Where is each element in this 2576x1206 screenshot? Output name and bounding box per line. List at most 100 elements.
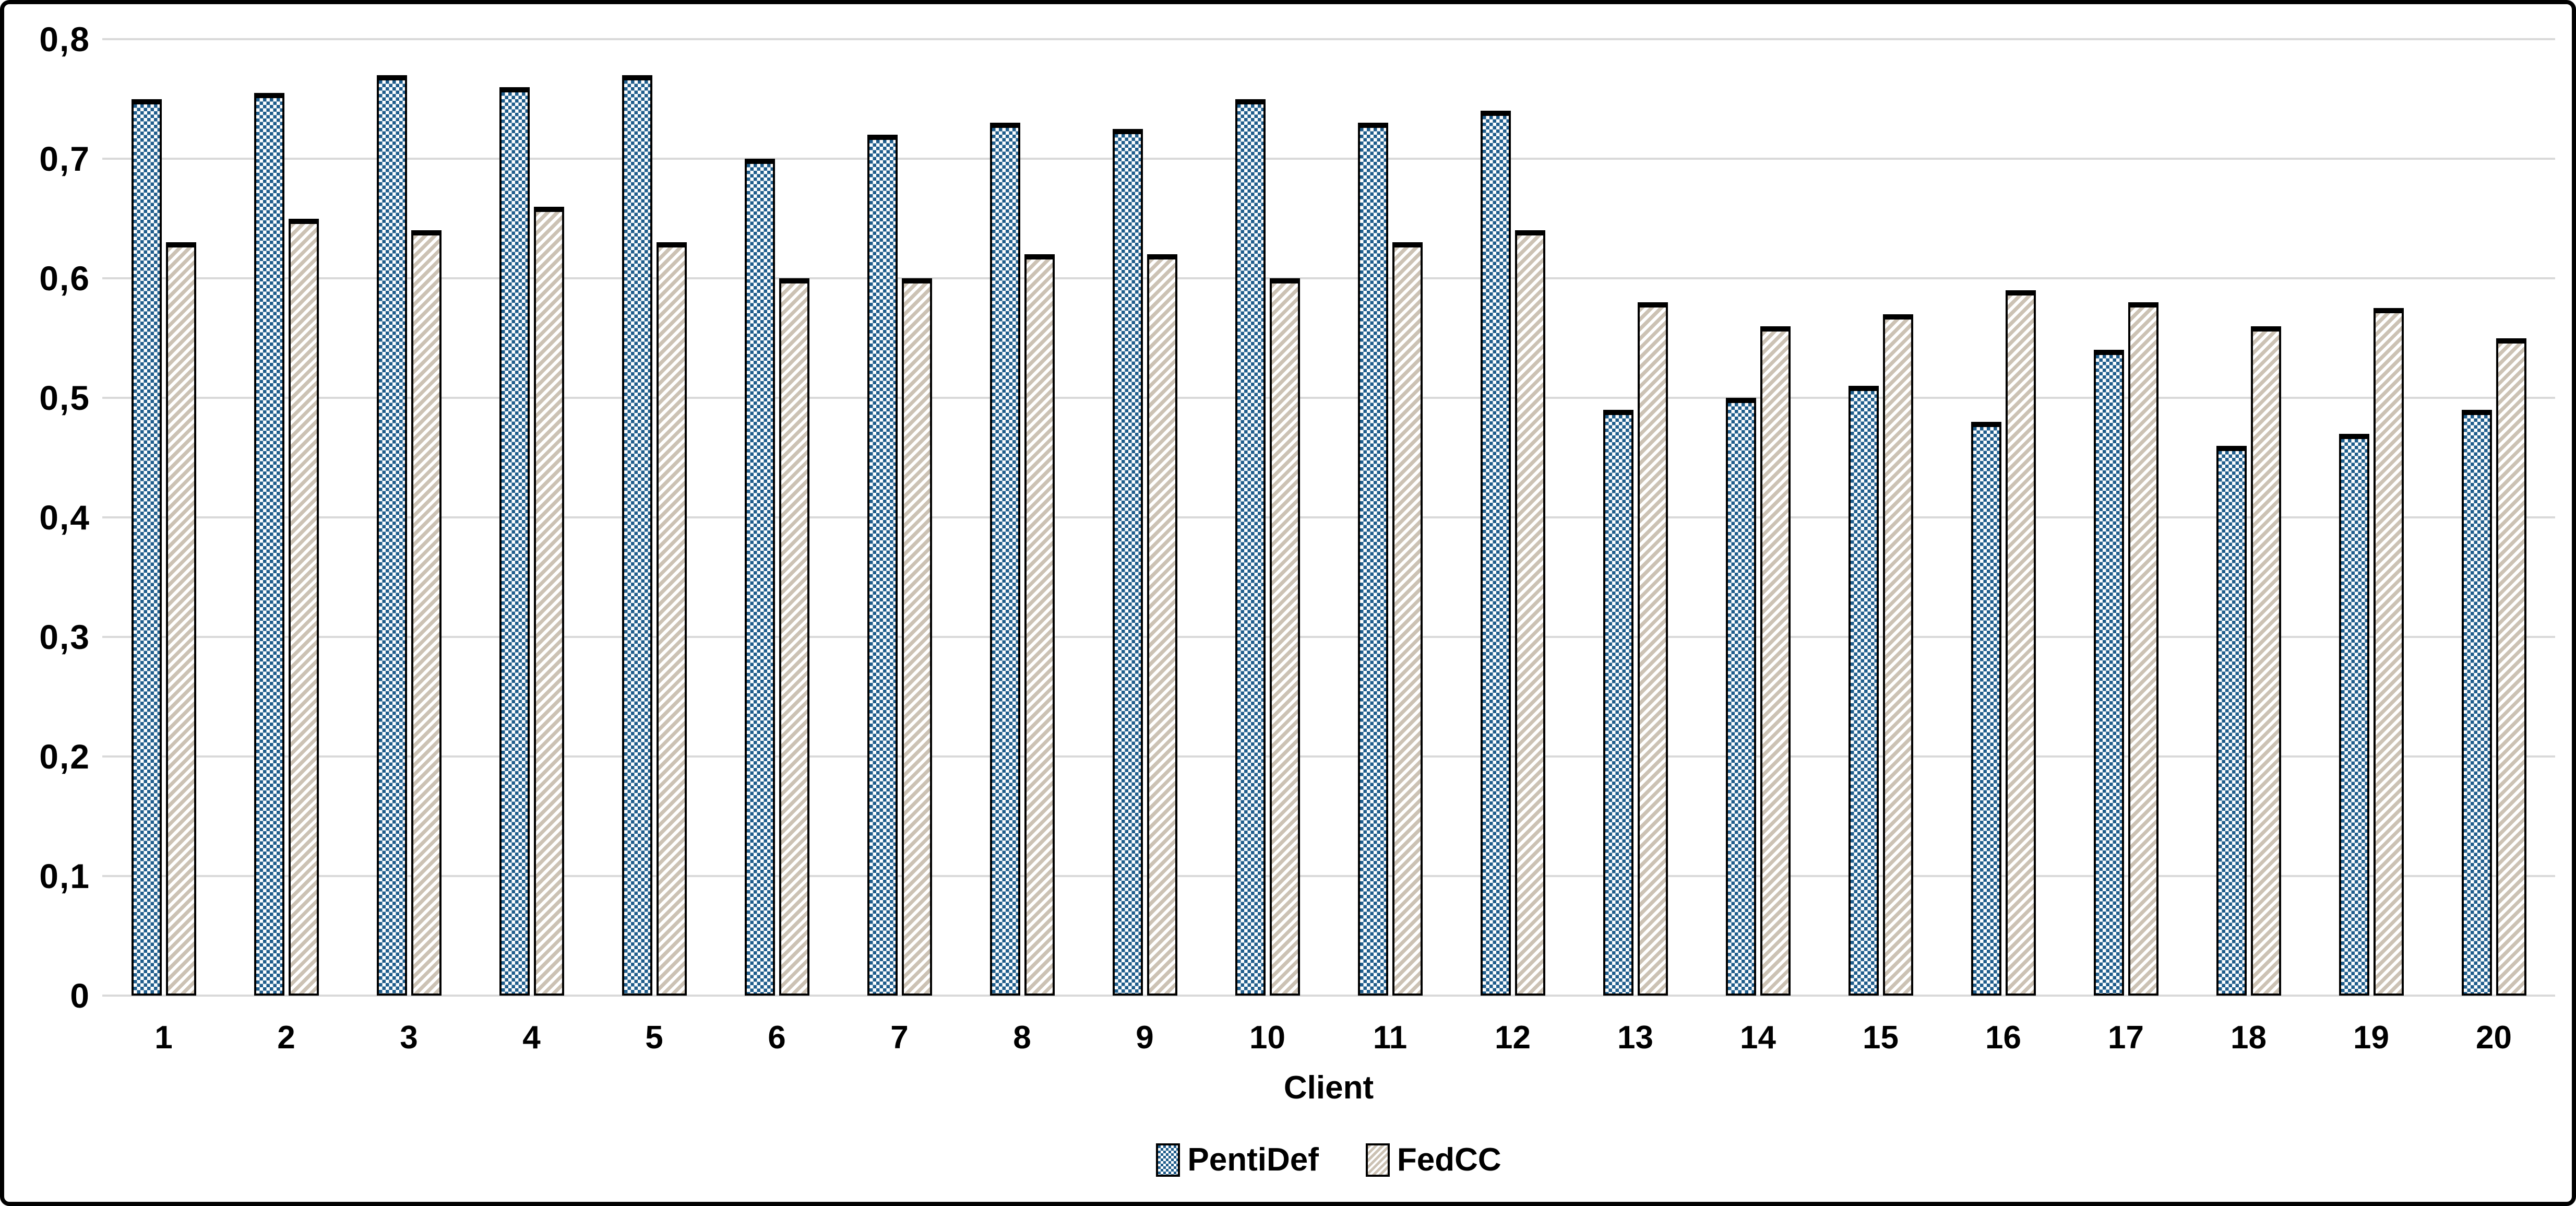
x-tick-label-10: 10 <box>1249 1020 1285 1056</box>
bar-fedcc-client-10 <box>1269 278 1300 996</box>
bar-pentidef-client-9 <box>1112 128 1143 996</box>
legend-item-pentidef: PentiDef <box>1156 1141 1319 1179</box>
bar-fedcc-client-2 <box>288 218 319 996</box>
y-tick-label-0_1: 0,1 <box>39 857 90 895</box>
x-tick-label-6: 6 <box>768 1020 786 1056</box>
x-tick-label-18: 18 <box>2231 1020 2267 1056</box>
bar-group-client-12 <box>1451 39 1574 996</box>
x-tick-label-2: 2 <box>277 1020 295 1056</box>
bar-group-client-6 <box>715 39 838 996</box>
x-tick-label-9: 9 <box>1136 1020 1154 1056</box>
x-tick-label-16: 16 <box>1985 1020 2021 1056</box>
gridline-0_6 <box>102 277 2555 279</box>
bar-pentidef-client-12 <box>1480 111 1511 996</box>
bar-fedcc-client-19 <box>2373 308 2404 996</box>
bar-pentidef-client-16 <box>1971 421 2001 996</box>
bar-group-client-10 <box>1206 39 1329 996</box>
bar-fedcc-client-12 <box>1514 230 1545 996</box>
bar-fedcc-client-1 <box>165 242 196 996</box>
gridline-0_4 <box>102 516 2555 518</box>
y-tick-label-0_6: 0,6 <box>39 259 90 298</box>
bar-group-client-5 <box>593 39 715 996</box>
gridline-0_8 <box>102 38 2555 40</box>
y-axis-labels: 0,8 0,7 0,6 0,5 0,4 0,3 0,2 0,1 0 <box>15 4 90 1202</box>
gridline-0_1 <box>102 875 2555 877</box>
bar-group-client-19 <box>2310 39 2432 996</box>
y-tick-label-0: 0 <box>70 976 90 1015</box>
y-tick-label-0_2: 0,2 <box>39 737 90 776</box>
pentidef-swatch-icon <box>1156 1143 1180 1177</box>
bar-pentidef-client-17 <box>2093 350 2124 996</box>
bar-pentidef-client-3 <box>376 75 407 996</box>
bar-pentidef-client-19 <box>2339 433 2369 996</box>
bar-groups <box>102 39 2555 996</box>
bar-group-client-2 <box>225 39 348 996</box>
bar-fedcc-client-7 <box>901 278 932 996</box>
bar-group-client-17 <box>2065 39 2187 996</box>
y-tick-label-0_5: 0,5 <box>39 379 90 417</box>
bar-fedcc-client-17 <box>2128 302 2158 996</box>
bar-pentidef-client-14 <box>1725 398 1756 996</box>
bar-group-client-18 <box>2187 39 2310 996</box>
legend: PentiDef FedCC <box>102 1141 2555 1179</box>
bar-pentidef-client-13 <box>1603 409 1633 996</box>
bar-pentidef-client-6 <box>744 159 775 996</box>
gridline-0_2 <box>102 755 2555 758</box>
y-tick-label-0_4: 0,4 <box>39 498 90 537</box>
x-tick-label-4: 4 <box>522 1020 541 1056</box>
x-tick-label-20: 20 <box>2476 1020 2512 1056</box>
bar-fedcc-client-8 <box>1024 254 1055 996</box>
bar-fedcc-client-20 <box>2496 338 2526 996</box>
bar-pentidef-client-8 <box>989 123 1020 996</box>
x-axis-tick-labels: 1 2 3 4 5 6 7 8 9 10 11 12 13 14 15 16 17 18 19 20 <box>102 1012 2555 1064</box>
bar-group-client-4 <box>470 39 593 996</box>
y-tick-label-0_8: 0,8 <box>39 20 90 58</box>
legend-item-fedcc: FedCC <box>1365 1141 1501 1179</box>
bar-pentidef-client-2 <box>254 93 284 996</box>
bar-group-client-15 <box>1819 39 1942 996</box>
bar-pentidef-client-18 <box>2216 445 2247 996</box>
bar-fedcc-client-3 <box>411 230 442 996</box>
gridline-0 <box>102 995 2555 997</box>
bar-group-client-1 <box>102 39 225 996</box>
y-tick-label-0_3: 0,3 <box>39 618 90 656</box>
bar-group-client-9 <box>1083 39 1206 996</box>
bar-group-client-13 <box>1574 39 1697 996</box>
bar-fedcc-client-4 <box>533 206 564 996</box>
bar-group-client-7 <box>838 39 961 996</box>
bar-pentidef-client-11 <box>1357 123 1388 996</box>
bar-fedcc-client-5 <box>656 242 687 996</box>
bar-pentidef-client-20 <box>2461 409 2492 996</box>
x-tick-label-7: 7 <box>890 1020 909 1056</box>
x-tick-label-1: 1 <box>154 1020 173 1056</box>
x-tick-label-8: 8 <box>1013 1020 1031 1056</box>
fedcc-swatch-icon <box>1365 1143 1390 1177</box>
legend-label-fedcc: FedCC <box>1397 1142 1501 1178</box>
bar-fedcc-client-16 <box>2005 290 2036 996</box>
bar-pentidef-client-5 <box>622 75 652 996</box>
gridline-0_7 <box>102 158 2555 160</box>
bar-pentidef-client-4 <box>499 87 530 996</box>
y-tick-label-0_7: 0,7 <box>39 139 90 178</box>
x-tick-label-19: 19 <box>2353 1020 2389 1056</box>
x-tick-label-3: 3 <box>400 1020 418 1056</box>
bar-group-client-20 <box>2432 39 2555 996</box>
x-tick-label-17: 17 <box>2108 1020 2144 1056</box>
bar-group-client-8 <box>961 39 1083 996</box>
bar-group-client-14 <box>1697 39 1819 996</box>
bar-group-client-16 <box>1942 39 2065 996</box>
bar-fedcc-client-15 <box>1882 314 1913 996</box>
x-tick-label-14: 14 <box>1740 1020 1776 1056</box>
gridline-0_5 <box>102 397 2555 399</box>
plot-area <box>102 38 2555 997</box>
bar-fedcc-client-14 <box>1760 326 1791 996</box>
bar-fedcc-client-18 <box>2250 326 2281 996</box>
legend-label-pentidef: PentiDef <box>1187 1142 1319 1178</box>
x-tick-label-12: 12 <box>1495 1020 1531 1056</box>
bar-fedcc-client-9 <box>1147 254 1177 996</box>
bar-fedcc-client-6 <box>779 278 809 996</box>
x-tick-label-13: 13 <box>1617 1020 1653 1056</box>
x-tick-label-5: 5 <box>645 1020 663 1056</box>
bar-group-client-3 <box>348 39 470 996</box>
